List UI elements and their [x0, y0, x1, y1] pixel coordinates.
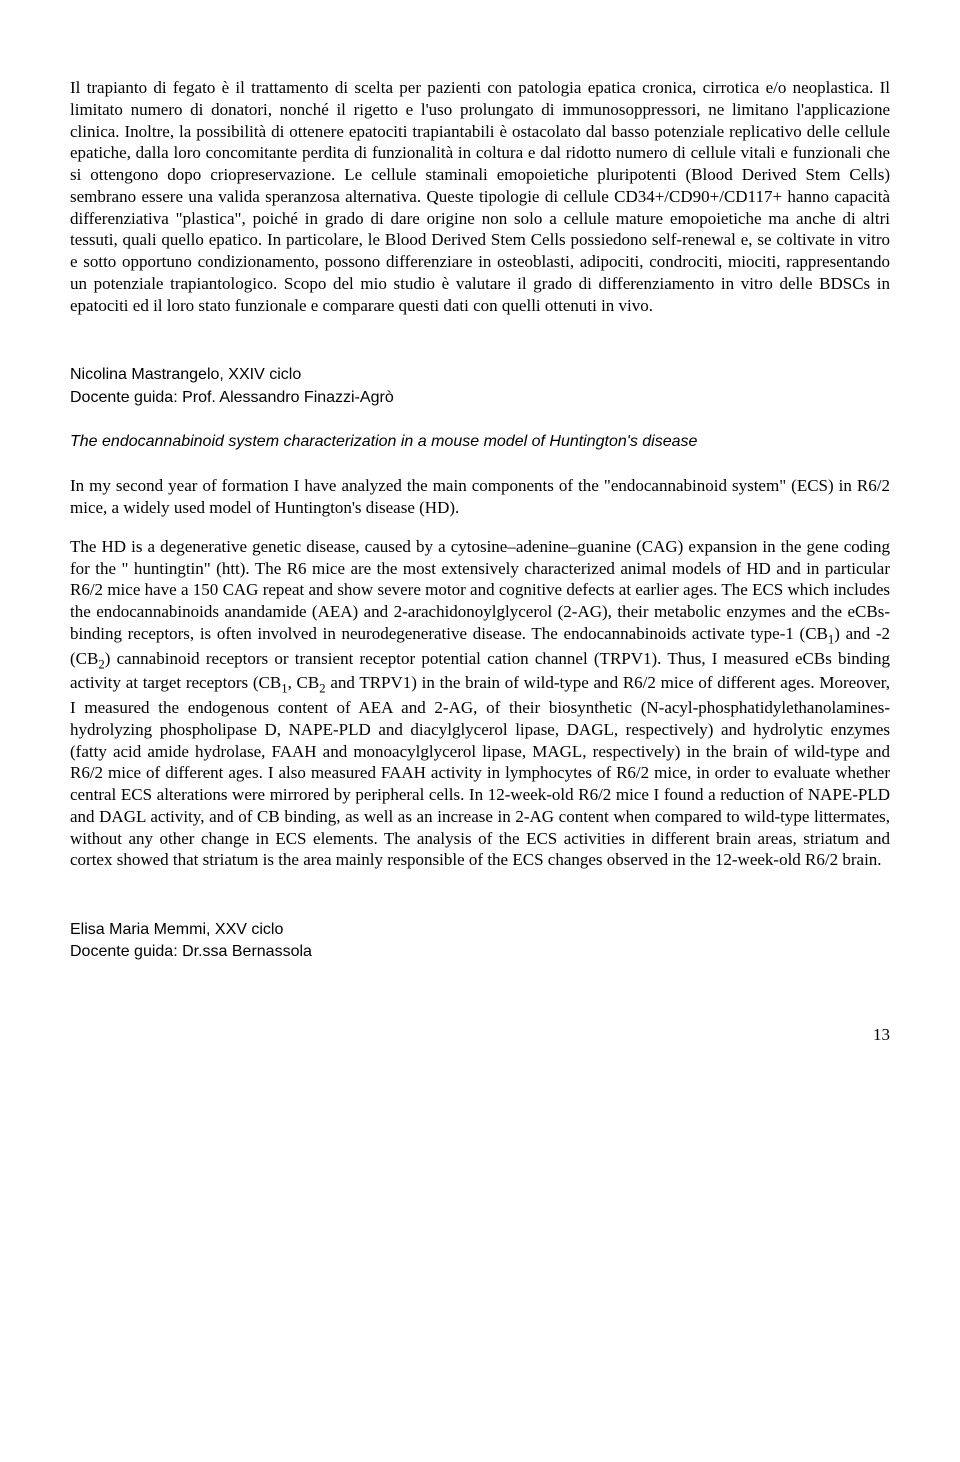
abstract-2-frag-a: The HD is a degenerative genetic disease…: [70, 537, 890, 643]
abstract-1-body: Il trapianto di fegato è il trattamento …: [70, 77, 890, 316]
abstract-2-frag-e: and TRPV1) in the brain of wild-type and…: [70, 673, 890, 869]
supervisor-2: Docente guida: Prof. Alessandro Finazzi-…: [70, 387, 890, 409]
page-number: 13: [70, 1024, 890, 1046]
supervisor-3: Docente guida: Dr.ssa Bernassola: [70, 941, 890, 963]
thesis-title-2: The endocannabinoid system characterizat…: [70, 431, 890, 453]
abstract-2-para1: In my second year of formation I have an…: [70, 475, 890, 519]
author-3: Elisa Maria Memmi, XXV ciclo: [70, 919, 890, 941]
author-2: Nicolina Mastrangelo, XXIV ciclo: [70, 364, 890, 386]
abstract-2-para2: The HD is a degenerative genetic disease…: [70, 536, 890, 871]
abstract-2-frag-d: , CB: [288, 673, 320, 692]
